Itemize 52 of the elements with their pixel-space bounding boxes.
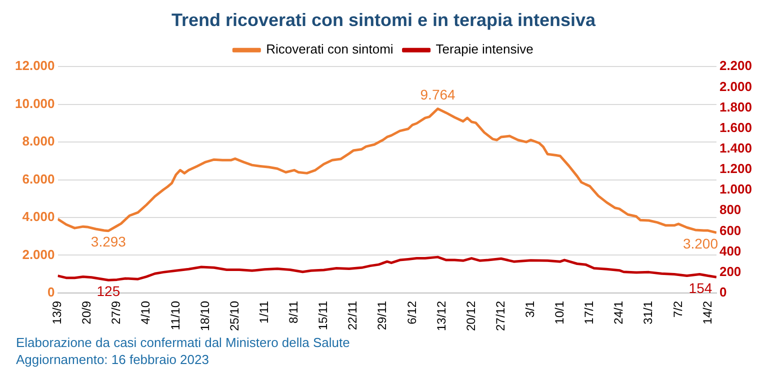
x-tick-label: 18/10 xyxy=(198,300,212,331)
data-label: 3.200 xyxy=(682,235,718,252)
y2-tick-label: 1.800 xyxy=(719,99,752,114)
y2-tick-label: 600 xyxy=(719,222,742,238)
y2-tick-label: 1.000 xyxy=(719,182,752,197)
y2-tick-label: 2.000 xyxy=(719,78,752,94)
text: Elaborazione da casi confermati dal Ministero della Salute xyxy=(16,334,351,351)
x-tick-label: 31/1 xyxy=(641,300,656,324)
x-tick-label: 24/1 xyxy=(612,300,626,324)
y-tick-label: 12.000 xyxy=(14,58,55,74)
y2-tick-label: 1.400 xyxy=(719,140,752,156)
y2-tick-label: 0 xyxy=(719,284,727,300)
x-tick-label: 20/9 xyxy=(80,300,94,324)
data-label: 3.293 xyxy=(90,234,126,250)
x-tick-label: 22/11 xyxy=(346,300,360,330)
x-tick-label: 27/9 xyxy=(109,300,124,324)
y-tick-label: 2.000 xyxy=(22,246,55,262)
x-tick-label: 14/2 xyxy=(700,300,714,324)
x-tick-label: 4/10 xyxy=(138,300,153,324)
data-label: 154 xyxy=(688,280,712,296)
y-tick-label: 0 xyxy=(48,284,55,300)
legend-label: Ricoverati con sintomi xyxy=(266,42,394,57)
x-tick-label: 20/12 xyxy=(464,300,478,331)
y2-tick-label: 200 xyxy=(719,264,742,279)
data-label: 125 xyxy=(96,282,120,299)
y2-tick-label: 400 xyxy=(719,243,742,258)
y-tick-label: 8.000 xyxy=(22,134,55,149)
y2-tick-label: 800 xyxy=(719,202,742,218)
text: Aggiornamento: 16 febbraio 2023 xyxy=(16,351,210,368)
y-tick-label: 10.000 xyxy=(14,96,55,111)
y2-tick-label: 2.200 xyxy=(719,58,752,74)
x-tick-label: 29/11 xyxy=(375,300,390,330)
x-tick-label: 13/12 xyxy=(434,300,448,331)
x-tick-label: 17/1 xyxy=(582,300,596,324)
y2-tick-label: 1.200 xyxy=(719,161,752,176)
x-tick-label: 13/9 xyxy=(50,300,64,324)
x-tick-label: 6/12 xyxy=(404,300,419,324)
chart-title: Trend ricoverati con sintomi e in terapia intensiva xyxy=(171,10,597,30)
x-tick-label: 3/1 xyxy=(522,300,537,318)
x-tick-label: 7/2 xyxy=(670,300,685,318)
data-label: 9.764 xyxy=(420,86,456,103)
y2-tick-label: 1.600 xyxy=(719,120,752,135)
x-tick-label: 27/12 xyxy=(493,300,508,331)
x-tick-label: 25/10 xyxy=(227,300,242,331)
y-tick-label: 6.000 xyxy=(22,171,55,186)
y-tick-label: 4.000 xyxy=(22,209,55,224)
x-tick-label: 10/1 xyxy=(552,300,567,324)
x-tick-label: 1/11 xyxy=(256,300,271,324)
legend-label: Terapie intensive xyxy=(436,42,534,57)
x-tick-label: 8/11 xyxy=(286,300,301,324)
x-tick-label: 11/10 xyxy=(168,300,182,330)
x-tick-label: 15/11 xyxy=(316,300,330,330)
